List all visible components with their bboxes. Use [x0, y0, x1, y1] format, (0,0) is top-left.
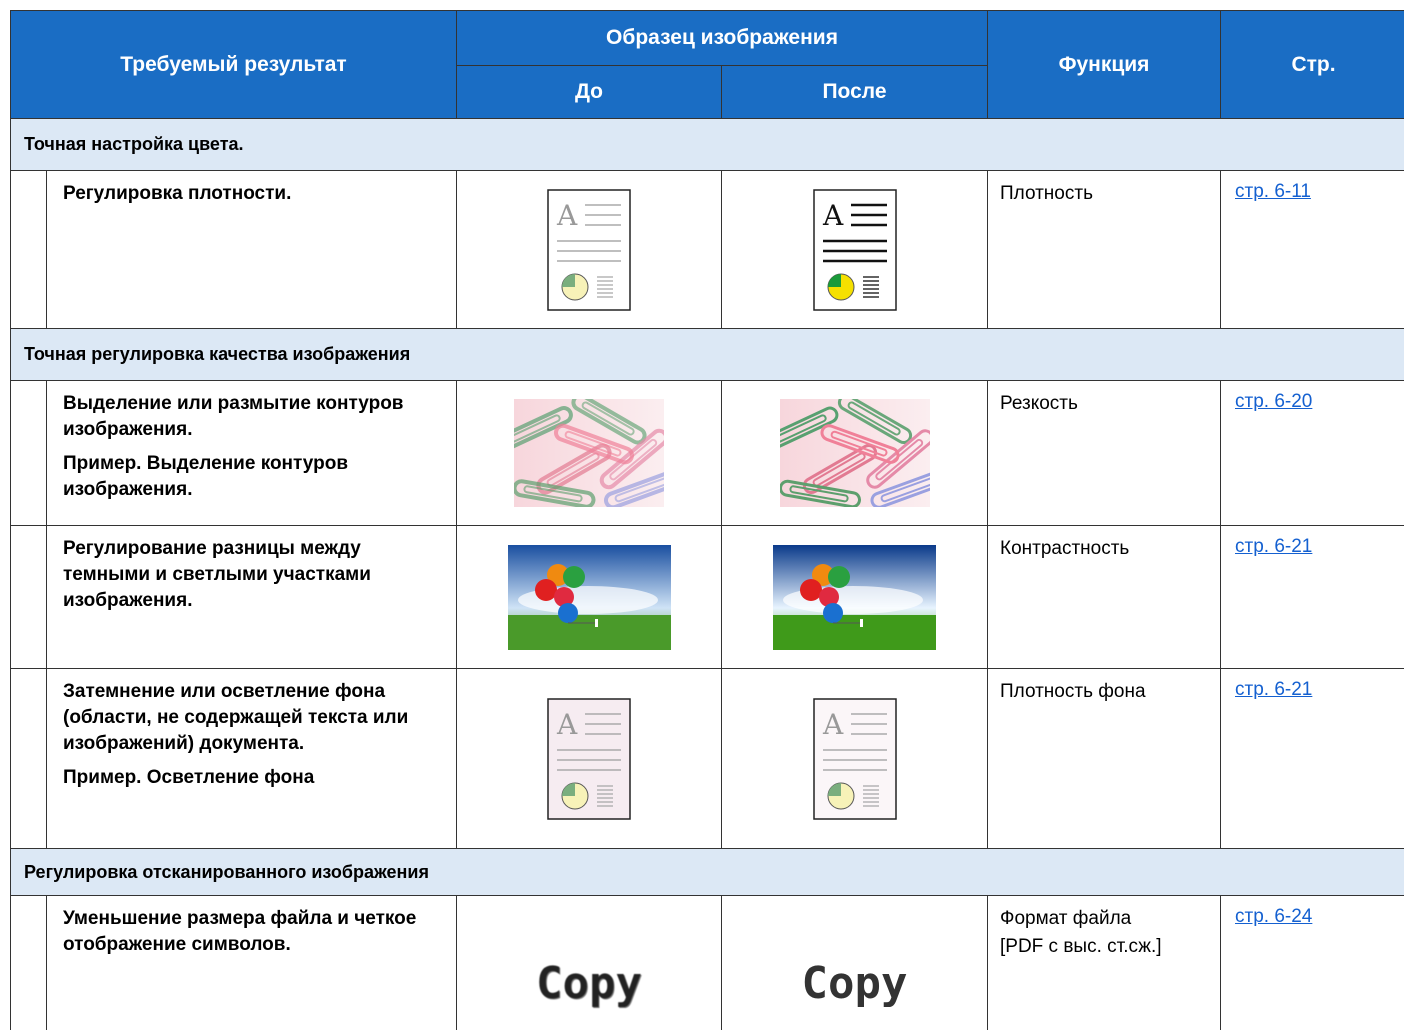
header-text: Образец изображения — [606, 26, 838, 49]
header-cell: Образец изображения — [456, 10, 987, 65]
sample-image: A — [812, 188, 897, 311]
description-text: Уменьшение размера файла и четкое отобра… — [63, 908, 417, 955]
description-text: Пример. Выделение контуров изображения. — [63, 453, 349, 500]
header-cell: До — [456, 65, 721, 118]
description-text: Регулировка плотности. — [63, 183, 292, 204]
description-cell: Затемнение или осветление фона (области,… — [46, 668, 456, 848]
sample-text: Copy — [536, 957, 642, 1009]
description-cell: Регулирование разницы между темными и св… — [46, 525, 456, 668]
header-text: После — [822, 80, 887, 103]
before-image-cell — [456, 380, 721, 525]
page-cell: стр. 6-11 — [1220, 170, 1404, 328]
before-image-cell: A — [456, 668, 721, 848]
svg-text:A: A — [822, 199, 844, 232]
svg-text:A: A — [556, 199, 578, 232]
sample-image: A — [547, 697, 631, 820]
section-title: Точная регулировка качества изображения — [24, 344, 411, 364]
after-image-cell — [721, 380, 987, 525]
header-cell: Функция — [987, 10, 1220, 118]
header-text: Требуемый результат — [120, 52, 347, 76]
indent-cell — [10, 668, 46, 848]
svg-text:A: A — [556, 708, 578, 741]
description-text: Регулирование разницы между темными и св… — [63, 538, 371, 611]
sample-image: A — [812, 697, 897, 820]
header-text: Функция — [1058, 52, 1150, 76]
function-text: Плотность фона — [1000, 681, 1146, 702]
description-text: Затемнение или осветление фона (области,… — [63, 681, 409, 754]
page-cell: стр. 6-21 — [1220, 525, 1404, 668]
before-image-cell: Copy — [456, 895, 721, 1030]
header-text: До — [574, 80, 604, 103]
sample-image: A — [547, 188, 631, 311]
page-cell: стр. 6-21 — [1220, 668, 1404, 848]
description-cell: Регулировка плотности. — [46, 170, 456, 328]
page-cell: стр. 6-20 — [1220, 380, 1404, 525]
after-image-cell — [721, 525, 987, 668]
page-link[interactable]: стр. 6-24 — [1235, 906, 1313, 927]
section-header: Точная регулировка качества изображения — [10, 328, 1404, 380]
header-cell: Требуемый результат — [10, 10, 456, 118]
function-cell: Контрастность — [987, 525, 1220, 668]
function-cell: Плотность фона — [987, 668, 1220, 848]
section-header: Регулировка отсканированного изображения — [10, 848, 1404, 895]
function-text: Контрастность — [1000, 538, 1130, 559]
description-text: Выделение или размытие контуров изображе… — [63, 393, 404, 440]
page-link[interactable]: стр. 6-21 — [1235, 536, 1313, 557]
after-image-cell: A — [721, 668, 987, 848]
indent-cell — [10, 170, 46, 328]
section-header: Точная настройка цвета. — [10, 118, 1404, 170]
svg-text:A: A — [822, 708, 844, 741]
function-cell: Плотность — [987, 170, 1220, 328]
page-cell: стр. 6-24 — [1220, 895, 1404, 1030]
function-text: [PDF с выс. ст.сж.] — [1000, 936, 1162, 957]
section-title: Точная настройка цвета. — [24, 134, 244, 154]
sample-image — [779, 399, 930, 507]
sample-image — [514, 399, 664, 507]
sample-image — [507, 544, 671, 650]
description-text: Пример. Осветление фона — [63, 767, 315, 788]
function-text: Резкость — [1000, 393, 1078, 414]
function-cell: Формат файла [PDF с выс. ст.сж.] — [987, 895, 1220, 1030]
header-text: Стр. — [1291, 52, 1336, 76]
page-link[interactable]: стр. 6-21 — [1235, 679, 1313, 700]
function-cell: Резкость — [987, 380, 1220, 525]
description-cell: Выделение или размытие контуров изображе… — [46, 380, 456, 525]
before-image-cell: A — [456, 170, 721, 328]
before-image-cell — [456, 525, 721, 668]
header-cell: После — [721, 65, 987, 118]
description-cell: Уменьшение размера файла и четкое отобра… — [46, 895, 456, 1030]
after-image-cell: Copy — [721, 895, 987, 1030]
after-image-cell: A — [721, 170, 987, 328]
page-link[interactable]: стр. 6-20 — [1235, 391, 1313, 412]
function-text: Формат файла — [1000, 908, 1132, 929]
page-link[interactable]: стр. 6-11 — [1235, 181, 1311, 202]
indent-cell — [10, 895, 46, 1030]
header-cell: Стр. — [1220, 10, 1404, 118]
section-title: Регулировка отсканированного изображения — [24, 861, 429, 882]
indent-cell — [10, 525, 46, 668]
function-text: Плотность — [1000, 183, 1093, 204]
indent-cell — [10, 380, 46, 525]
sample-text: Copy — [801, 957, 908, 1009]
sample-image — [773, 544, 936, 650]
